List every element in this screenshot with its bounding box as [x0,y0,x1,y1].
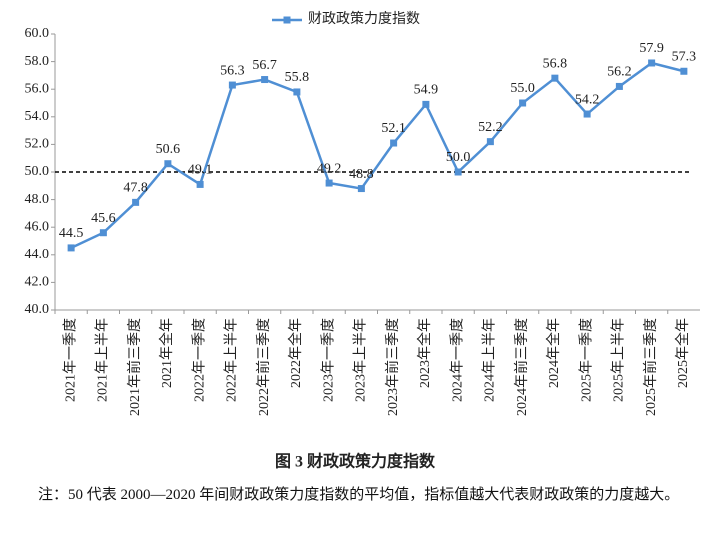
data-line [70,61,685,250]
y-tick-label: 58.0 [25,54,50,69]
x-tick-label: 2022年一季度 [191,318,207,402]
data-marker [680,67,688,75]
data-marker [615,82,623,90]
x-tick-label: 2024年一季度 [449,318,465,402]
y-tick-label: 48.0 [25,192,50,207]
data-label: 49.2 [317,161,342,176]
y-tick-label: 56.0 [25,81,50,96]
data-label: 57.9 [639,41,664,56]
data-label: 50.6 [156,142,181,157]
data-label: 48.8 [349,167,374,182]
data-marker [422,100,430,108]
y-tick-label: 46.0 [25,219,50,234]
x-tick-label: 2021年全年 [158,318,175,388]
x-tick-label: 2025年全年 [674,318,691,388]
data-label: 56.3 [220,63,245,78]
data-marker [99,229,107,237]
x-tick-label: 2023年全年 [416,318,433,388]
legend-marker [283,16,291,24]
y-tick-label: 40.0 [25,302,50,317]
data-label: 54.2 [575,92,600,107]
data-label: 50.0 [446,150,471,165]
data-label: 52.2 [478,120,503,135]
data-marker [164,160,172,168]
x-tick-label: 2023年前三季度 [384,318,401,416]
data-label: 55.8 [285,70,310,85]
x-tick-label: 2023年上半年 [353,318,369,402]
data-marker [648,59,656,67]
data-label: 45.6 [91,211,116,226]
data-marker [325,179,333,187]
data-label: 56.7 [252,58,277,73]
data-label: 56.8 [543,56,568,71]
data-marker [196,180,204,188]
y-tick-label: 54.0 [25,109,50,124]
data-label: 54.9 [414,83,439,98]
chart-note: 注：50 代表 2000—2020 年间财政政策力度指数的平均值，指标值越大代表… [38,487,680,503]
data-label: 55.0 [510,81,535,96]
data-marker [132,198,140,206]
data-marker [357,185,365,193]
data-marker [486,138,494,146]
x-tick-label: 2024年上半年 [482,318,498,402]
data-label: 44.5 [59,226,84,241]
data-label: 52.1 [381,121,406,136]
y-tick-label: 60.0 [25,26,50,41]
x-tick-label: 2021年前三季度 [126,318,143,416]
chart-caption: 图 3 财政政策力度指数 [275,452,436,471]
y-tick-label: 44.0 [25,247,50,262]
data-marker [67,244,75,252]
data-marker [519,99,527,107]
data-marker [261,76,269,84]
data-marker [551,74,559,82]
data-marker [583,110,591,118]
data-label: 47.8 [123,181,148,196]
data-marker [390,139,398,147]
data-label: 57.3 [672,49,697,64]
x-tick-label: 2023年一季度 [320,318,336,402]
x-tick-label: 2021年上半年 [95,318,111,402]
x-tick-label: 2024年前三季度 [513,318,530,416]
x-tick-label: 2022年全年 [287,318,304,388]
data-marker [293,88,301,96]
x-tick-label: 2021年一季度 [62,318,78,402]
x-tick-label: 2025年一季度 [578,318,594,402]
y-tick-label: 52.0 [25,137,50,152]
x-tick-label: 2025年上半年 [611,318,627,402]
data-marker [228,81,236,89]
y-tick-label: 50.0 [25,164,50,179]
chart: 图 3 财政政策力度指数 40.0 42.0 44.0 46.0 48.0 50.0 52.… [25,10,700,471]
x-tick-label: 2024年全年 [545,318,562,388]
data-label: 56.2 [607,65,632,80]
legend-label: 财政政策力度指数 [308,10,420,27]
x-tick-label: 2022年前三季度 [255,318,272,416]
data-marker [454,168,462,176]
x-tick-label: 2025年前三季度 [642,318,659,416]
y-tick-label: 42.0 [25,275,50,290]
x-tick-label: 2022年上半年 [224,318,240,402]
data-label: 49.1 [188,163,213,178]
